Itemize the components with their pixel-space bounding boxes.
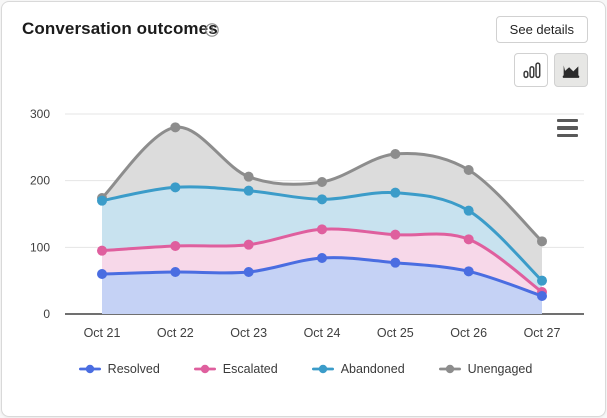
data-point[interactable]	[317, 194, 327, 205]
data-point[interactable]	[463, 234, 474, 245]
legend-label: Abandoned	[340, 362, 405, 376]
data-point[interactable]	[537, 236, 547, 247]
x-tick-label: Oct 22	[157, 326, 194, 340]
x-tick-label: Oct 27	[524, 326, 561, 340]
x-tick-label: Oct 26	[450, 326, 487, 340]
legend-label: Resolved	[107, 362, 160, 376]
chart-type-toggle	[514, 53, 588, 87]
data-point[interactable]	[390, 187, 401, 198]
data-point[interactable]	[463, 205, 474, 216]
y-tick-label: 0	[43, 307, 50, 321]
see-details-button[interactable]: See details	[495, 16, 588, 43]
data-point[interactable]	[317, 224, 327, 235]
y-tick-label: 200	[30, 174, 50, 188]
series-resolved	[97, 253, 547, 314]
x-tick-label: Oct 21	[84, 326, 121, 340]
page-title: Conversation outcomes	[22, 19, 218, 38]
data-point[interactable]	[390, 229, 401, 240]
legend-marker-icon	[311, 364, 334, 374]
data-point[interactable]	[317, 253, 327, 263]
data-point[interactable]	[170, 182, 181, 193]
legend-marker-icon	[78, 364, 101, 374]
bar-chart-icon[interactable]	[514, 53, 548, 87]
x-tick-label: Oct 25	[377, 326, 414, 340]
legend-item-escalated[interactable]: Escalated	[193, 362, 278, 376]
data-point[interactable]	[97, 195, 107, 206]
legend-item-resolved[interactable]: Resolved	[78, 362, 160, 376]
data-point[interactable]	[170, 267, 181, 277]
legend-item-abandoned[interactable]: Abandoned	[311, 362, 405, 376]
legend-label: Unengaged	[467, 362, 533, 376]
y-tick-label: 100	[30, 240, 50, 254]
area-chart-icon[interactable]	[554, 53, 588, 87]
legend-marker-icon	[193, 364, 216, 374]
data-point[interactable]	[170, 122, 181, 133]
x-tick-label: Oct 23	[230, 326, 267, 340]
data-point[interactable]	[463, 165, 474, 175]
data-point[interactable]	[463, 266, 474, 277]
data-point[interactable]	[243, 267, 254, 277]
legend-marker-icon	[438, 364, 461, 374]
data-point[interactable]	[537, 291, 547, 301]
legend-label: Escalated	[222, 362, 278, 376]
data-point[interactable]	[97, 269, 107, 279]
chart-legend: Resolved Escalated Abandoned Unengaged	[2, 362, 607, 376]
info-icon[interactable]	[205, 23, 219, 37]
chart-canvas[interactable]: 0 100 200 300 Oct 21 Oct 22 Oct 23 Oct 24 Oct 25…	[2, 97, 607, 352]
hamburger-menu-icon[interactable]	[557, 118, 581, 138]
y-tick-label: 300	[30, 107, 50, 121]
data-point[interactable]	[537, 275, 547, 286]
data-point[interactable]	[243, 185, 254, 196]
legend-item-unengaged[interactable]: Unengaged	[438, 362, 533, 376]
data-point[interactable]	[97, 245, 107, 256]
data-point[interactable]	[170, 241, 181, 251]
data-point[interactable]	[243, 239, 254, 250]
data-point[interactable]	[243, 171, 254, 182]
x-tick-label: Oct 24	[304, 326, 341, 340]
data-point[interactable]	[317, 177, 327, 187]
data-point[interactable]	[390, 257, 401, 268]
data-point[interactable]	[390, 149, 401, 159]
